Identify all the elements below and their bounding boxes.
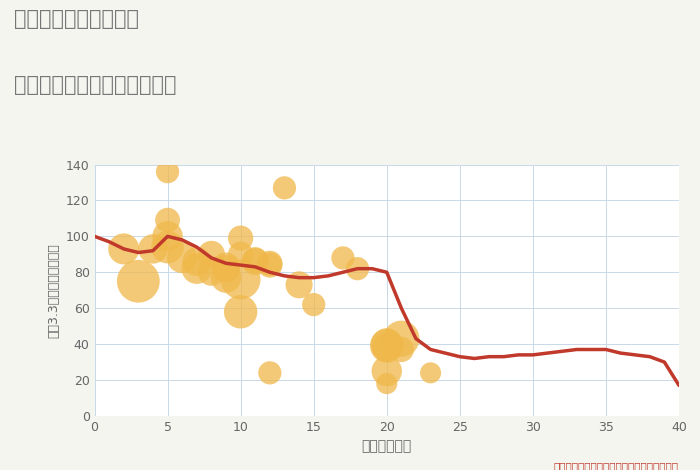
Point [162, 216, 173, 224]
Point [395, 335, 407, 343]
Point [147, 245, 158, 253]
Point [220, 274, 232, 282]
Point [265, 369, 276, 376]
Point [352, 265, 363, 273]
Point [235, 308, 246, 315]
Point [381, 344, 392, 352]
Point [235, 235, 246, 242]
Text: 築年数別中古マンション価格: 築年数別中古マンション価格 [14, 75, 176, 95]
Point [250, 258, 261, 265]
Point [395, 346, 407, 353]
Point [381, 340, 392, 348]
Point [220, 263, 232, 271]
Text: 三重県津市安濃町大塚: 三重県津市安濃町大塚 [14, 9, 139, 30]
Point [337, 254, 349, 262]
Point [133, 277, 144, 285]
Point [381, 342, 392, 350]
Point [162, 243, 173, 251]
Point [220, 265, 232, 273]
Point [235, 276, 246, 283]
Text: 円の大きさは、取引のあった物件面積を示す: 円の大きさは、取引のあった物件面積を示す [554, 461, 679, 470]
Point [308, 301, 319, 308]
Point [162, 233, 173, 240]
Point [293, 281, 304, 289]
Point [176, 254, 188, 262]
Point [265, 261, 276, 269]
Point [118, 245, 130, 253]
Point [279, 184, 290, 192]
Point [206, 251, 217, 258]
Point [191, 265, 202, 273]
Point [381, 380, 392, 387]
X-axis label: 築年数（年）: 築年数（年） [362, 439, 412, 454]
Point [191, 258, 202, 265]
Point [265, 259, 276, 267]
Point [162, 168, 173, 175]
Point [250, 256, 261, 264]
Y-axis label: 坪（3.3㎡）単価（万円）: 坪（3.3㎡）単価（万円） [47, 243, 60, 337]
Point [381, 367, 392, 375]
Point [235, 251, 246, 258]
Point [425, 369, 436, 376]
Point [206, 268, 217, 276]
